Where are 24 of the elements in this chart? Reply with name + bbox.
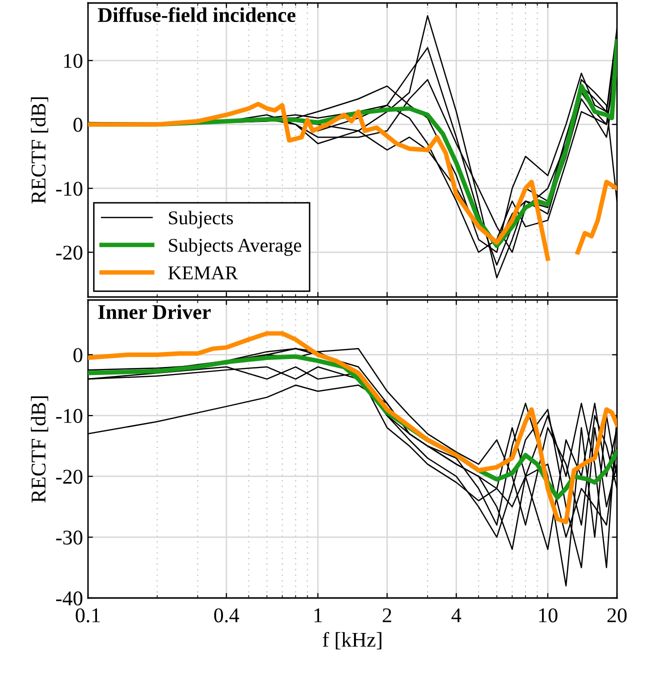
y-tick-label: -10: [56, 182, 82, 196]
y-tick-label: -30: [56, 530, 82, 545]
y-tick-label: 0: [74, 118, 82, 132]
y-tick-label: 0: [74, 348, 82, 362]
y-tick-label: -20: [56, 470, 82, 484]
x-axis-title: f [kHz]: [322, 632, 382, 650]
legend-label: Subjects: [169, 210, 233, 228]
chart-title: Diffuse-field incidence: [98, 7, 296, 22]
y-axis-title: RECTF [dB]: [30, 396, 48, 503]
x-tick-label: 1: [314, 608, 322, 622]
y-axis-title: RECTF [dB]: [30, 97, 48, 204]
legend-label: KEMAR: [168, 266, 238, 280]
y-tick-label: 10: [64, 54, 82, 68]
y-tick-label: -20: [56, 246, 82, 260]
x-tick-label: 0.1: [76, 608, 100, 622]
y-tick-label: -40: [56, 591, 82, 606]
x-tick-label: 2: [382, 608, 392, 622]
x-tick-label: 0.4: [214, 608, 240, 622]
x-tick-label: 20: [608, 608, 627, 622]
legend-label: Subjects Average: [169, 238, 302, 256]
x-tick-label: 4: [452, 608, 462, 622]
x-tick-label: 10: [539, 608, 558, 622]
chart-title: Inner Driver: [98, 304, 211, 320]
y-tick-label: -10: [56, 408, 82, 423]
